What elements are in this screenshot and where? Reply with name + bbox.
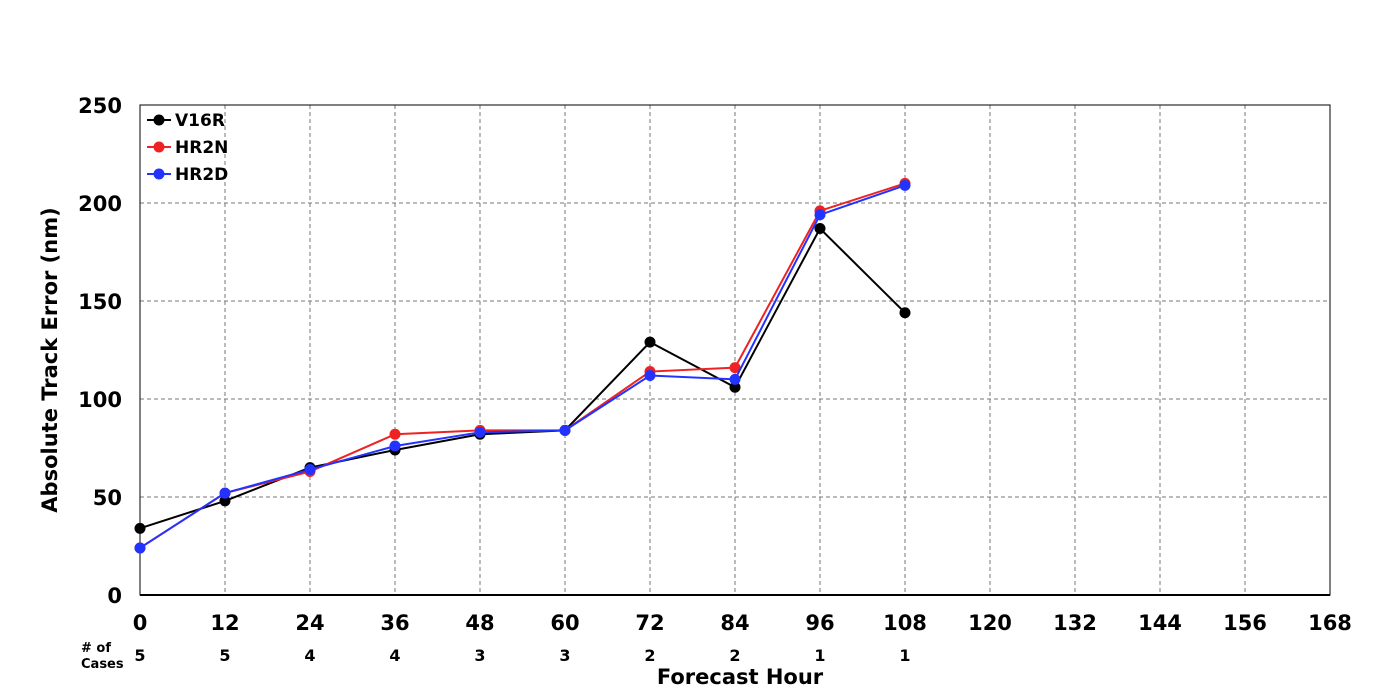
data-point [729,381,741,393]
x-tick-label: 24 [295,611,324,635]
y-tick-label: 50 [93,486,122,510]
data-point [814,222,826,234]
legend-item-v16r: V16R [147,111,225,131]
x-tick-label: 60 [550,611,579,635]
legend-swatch-marker [153,168,165,180]
x-tick-label: 168 [1308,611,1352,635]
x-tick-label: 0 [133,611,148,635]
legend-item-hr2d: HR2D [147,165,228,185]
series-layer [134,177,911,554]
cases-count: 1 [814,646,825,665]
cases-count: 5 [134,646,145,665]
data-point [559,424,571,436]
x-tick-label: 96 [805,611,834,635]
data-point [899,307,911,319]
x-axis-title: Forecast Hour [657,665,824,689]
x-tick-label: 156 [1223,611,1267,635]
cases-row: # of Cases 5 5 4 4 3 3 2 2 1 1 [81,641,911,672]
data-point [134,542,146,554]
legend: V16R HR2N HR2D [147,111,228,185]
data-point [219,487,231,499]
data-point [899,179,911,191]
y-axis-title: Absolute Track Error (nm) [38,207,62,512]
data-point [389,440,401,452]
legend-label: HR2N [175,138,228,158]
data-point [474,426,486,438]
cases-count: 5 [219,646,230,665]
legend-label: HR2D [175,165,228,185]
series-line [139,182,906,549]
legend-swatch-marker [153,114,165,126]
x-tick-label: 120 [968,611,1012,635]
y-tick-label: 250 [78,94,122,118]
y-tick-labels: 0 50 100 150 200 250 [78,94,122,608]
data-point [729,362,741,374]
x-tick-label: 108 [883,611,927,635]
data-point [134,522,146,534]
data-point [644,369,656,381]
cases-count: 4 [389,646,400,665]
data-point [219,495,231,507]
cases-label-line1: # of [81,641,111,656]
y-tick-label: 0 [107,584,122,608]
cases-label-line2: Cases [81,657,124,672]
grid-lines [140,105,1330,595]
data-point [644,336,656,348]
x-tick-label: 72 [635,611,664,635]
y-tick-label: 100 [78,388,122,412]
cases-count: 2 [644,646,655,665]
cases-count: 3 [474,646,485,665]
x-tick-label: 132 [1053,611,1097,635]
cases-count: 2 [729,646,740,665]
x-tick-labels: 0 12 24 36 48 60 72 84 96 108 120 132 144 156 168 [133,611,1352,635]
data-point [814,209,826,221]
legend-swatch-marker [153,141,165,153]
y-tick-label: 200 [78,192,122,216]
data-point [389,428,401,440]
x-tick-label: 144 [1138,611,1182,635]
data-point [304,464,316,476]
cases-count: 1 [899,646,910,665]
legend-label: V16R [175,111,225,131]
x-tick-label: 12 [210,611,239,635]
x-tick-label: 48 [465,611,494,635]
cases-count: 3 [559,646,570,665]
x-tick-label: 36 [380,611,409,635]
y-tick-label: 150 [78,290,122,314]
data-point [729,373,741,385]
series-hr2d [134,179,911,554]
x-tick-label: 84 [720,611,749,635]
cases-count: 4 [304,646,315,665]
series-line [139,184,906,549]
legend-item-hr2n: HR2N [147,138,228,158]
